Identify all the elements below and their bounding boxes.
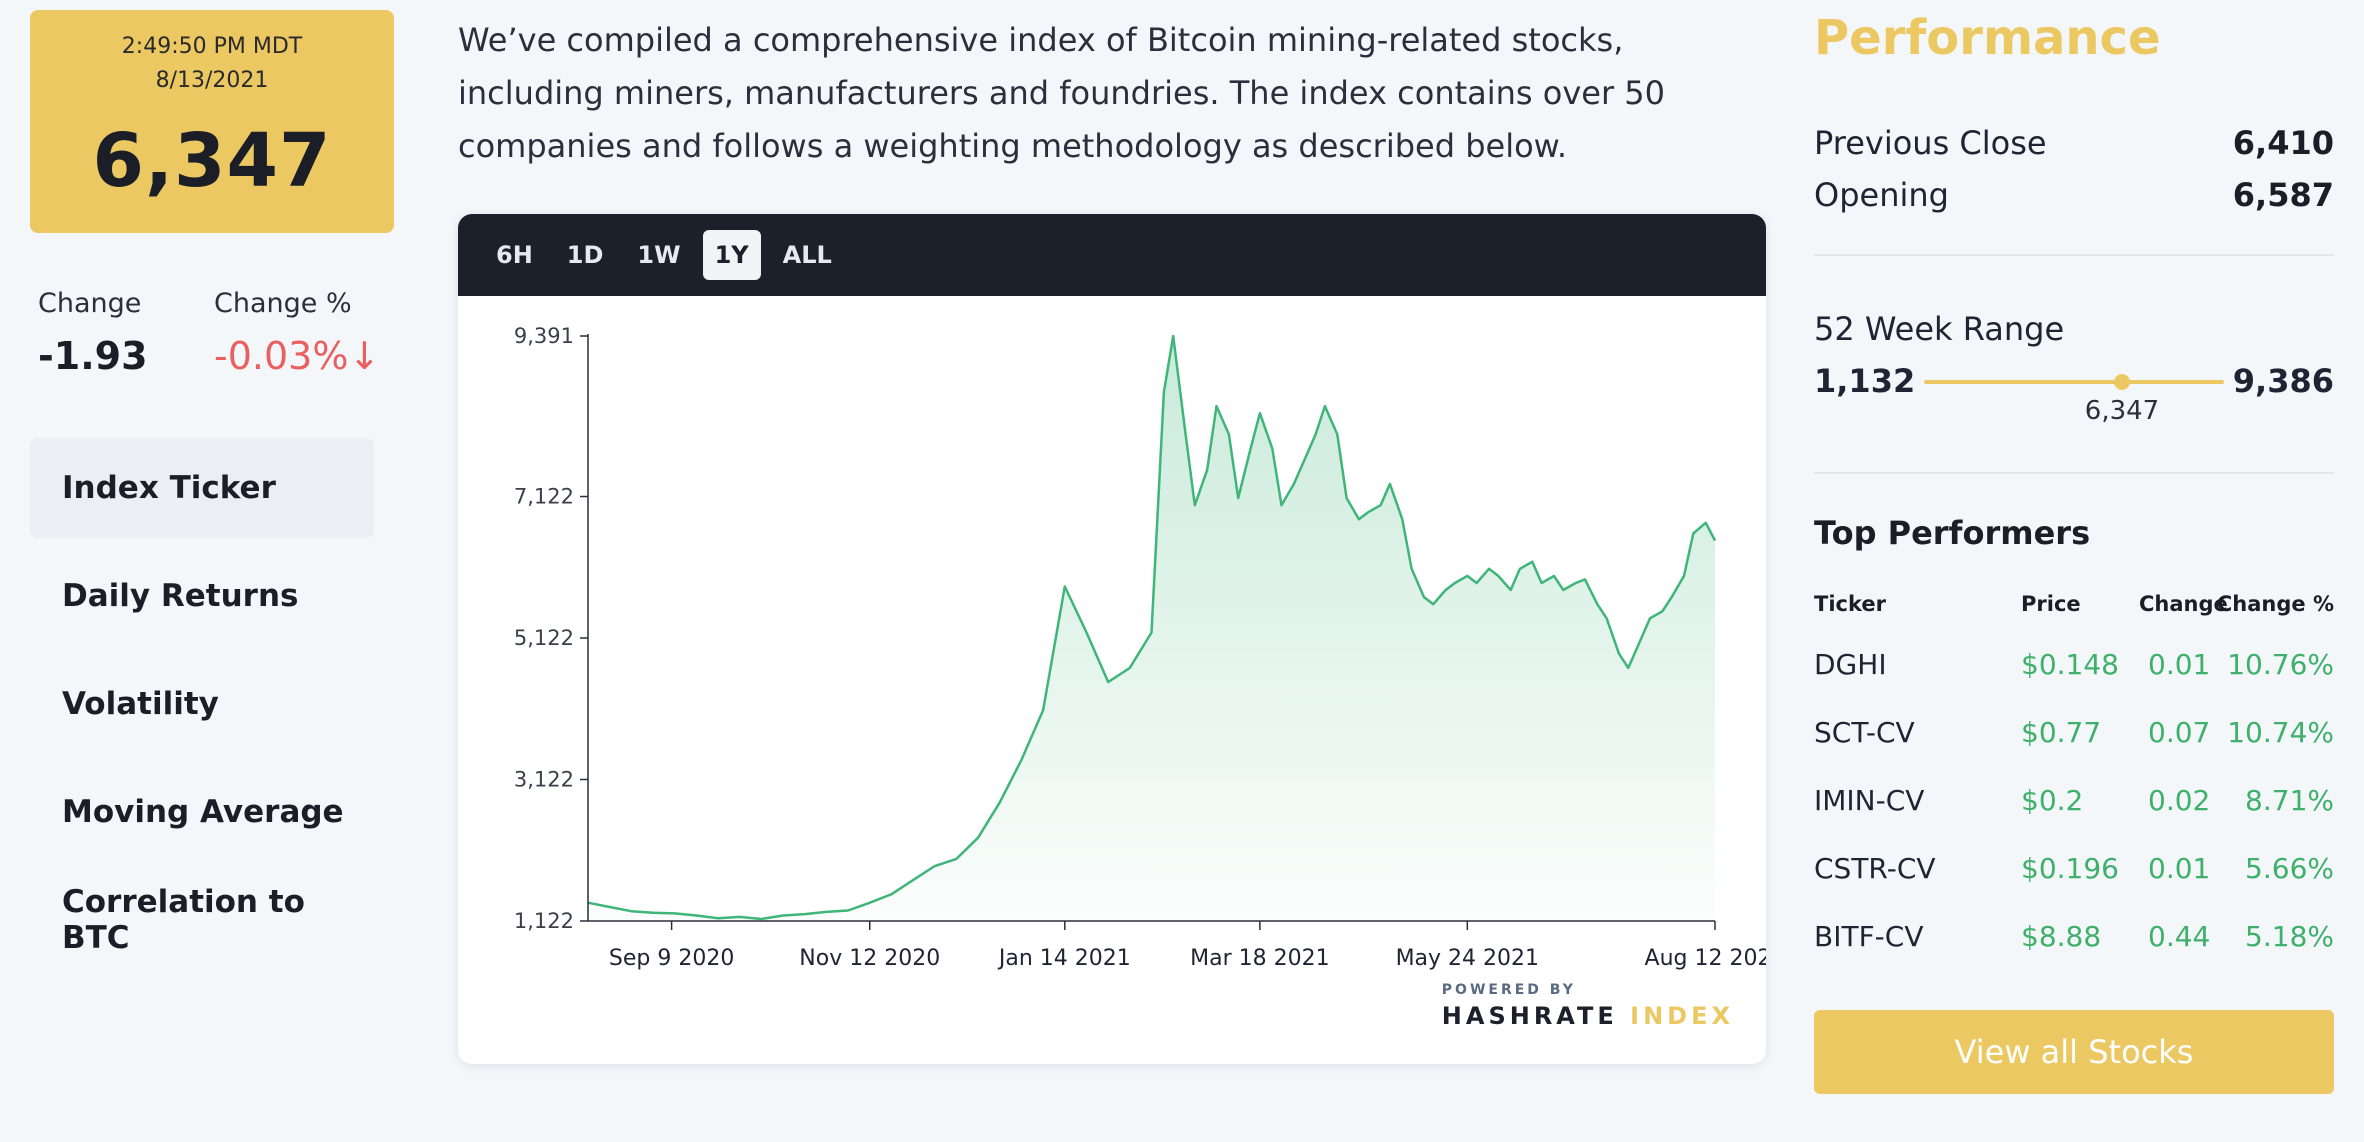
range-all-button[interactable]: ALL — [782, 241, 832, 269]
column-header-change: Change — [2139, 592, 2228, 616]
cell-change: 0.44 — [2148, 920, 2211, 953]
sidebar-item-volatility[interactable]: Volatility — [62, 686, 219, 722]
y-tick-label: 9,391 — [514, 324, 574, 348]
cell-change-percent: 10.76% — [2227, 648, 2334, 681]
cell-change: 0.01 — [2148, 852, 2211, 885]
previous-close-label: Previous Close — [1814, 124, 2047, 162]
column-header-price: Price — [2021, 592, 2081, 616]
index-value: 6,347 — [92, 118, 332, 204]
series-area — [588, 336, 1715, 921]
view-all-stocks-button[interactable]: View all Stocks — [1814, 1010, 2334, 1094]
week-range-high: 9,386 — [2232, 362, 2334, 400]
change-percent-text: -0.03% — [214, 334, 349, 378]
x-tick-label: May 24 2021 — [1396, 946, 1539, 971]
previous-close-value: 6,410 — [2232, 124, 2334, 162]
powered-by-logo: POWERED BY HASHRATE INDEX — [1442, 982, 1734, 1030]
change-label: Change — [38, 288, 142, 319]
performance-title: Performance — [1814, 10, 2161, 66]
brand-main: HASHRATE — [1441, 1002, 1618, 1030]
cell-price: $8.88 — [2021, 920, 2102, 953]
week-range-track — [1924, 380, 2224, 384]
cell-ticker[interactable]: CSTR-CV — [1814, 852, 1936, 885]
opening-value: 6,587 — [2232, 176, 2334, 214]
y-tick-label: 1,122 — [514, 909, 574, 933]
sidebar-item-index-ticker[interactable]: Index Ticker — [30, 438, 374, 538]
change-percent-label: Change % — [214, 288, 352, 319]
week-range-low: 1,132 — [1814, 362, 1916, 400]
week-range-label: 52 Week Range — [1814, 310, 2065, 348]
intro-paragraph: We’ve compiled a comprehensive index of … — [458, 21, 1666, 165]
column-header-change-percent: Change % — [2216, 592, 2334, 616]
cell-change-percent: 10.74% — [2227, 716, 2334, 749]
y-tick-label: 7,122 — [514, 485, 574, 509]
chart-range-toolbar: 6H 1D 1W 1Y ALL — [458, 214, 1766, 296]
cell-change: 0.01 — [2148, 648, 2211, 681]
x-tick-label: Nov 12 2020 — [799, 946, 940, 971]
cell-ticker[interactable]: BITF-CV — [1814, 920, 1924, 953]
divider — [1814, 472, 2334, 474]
cell-price: $0.77 — [2021, 716, 2102, 749]
range-1d-button[interactable]: 1D — [566, 241, 604, 269]
price-timestamp: 2:49:50 PM MDT — [121, 34, 303, 59]
x-tick-label: Jan 14 2021 — [997, 946, 1131, 971]
cell-change: 0.07 — [2148, 716, 2211, 749]
cell-price: $0.196 — [2021, 852, 2119, 885]
change-value: -1.93 — [38, 334, 148, 378]
series-line — [587, 334, 1717, 921]
brand-accent: INDEX — [1630, 1002, 1734, 1030]
top-performers-title: Top Performers — [1814, 514, 2091, 552]
x-tick-label: Mar 18 2021 — [1190, 946, 1329, 971]
cell-ticker[interactable]: SCT-CV — [1814, 716, 1915, 749]
week-range-current: 6,347 — [2084, 396, 2160, 426]
sidebar-item-moving-average[interactable]: Moving Average — [62, 794, 344, 830]
cell-change-percent: 5.18% — [2245, 920, 2334, 953]
week-range-marker — [2114, 374, 2130, 390]
hashrate-index-logo: HASHRATE INDEX — [1442, 1002, 1734, 1030]
divider — [1814, 254, 2334, 256]
x-tick-label: Aug 12 2021 — [1645, 946, 1766, 971]
change-percent-value: -0.03%↓ — [214, 334, 380, 378]
sidebar-item-daily-returns[interactable]: Daily Returns — [62, 578, 299, 614]
range-1y-button[interactable]: 1Y — [702, 230, 761, 280]
y-tick-label: 3,122 — [514, 768, 574, 792]
powered-by-text: POWERED BY — [1441, 982, 1576, 998]
cell-change: 0.02 — [2148, 784, 2211, 817]
price-date: 8/13/2021 — [155, 68, 269, 93]
cell-ticker[interactable]: IMIN-CV — [1814, 784, 1925, 817]
cell-ticker[interactable]: DGHI — [1814, 648, 1887, 681]
index-price-card: 2:49:50 PM MDT 8/13/2021 6,347 — [30, 10, 394, 233]
index-chart-card: 6H 1D 1W 1Y ALL 9,391 7,122 5,122 3,122 1,12… — [458, 214, 1766, 1064]
opening-label: Opening — [1814, 176, 1949, 214]
cell-change-percent: 5.66% — [2245, 852, 2334, 885]
y-tick-label: 5,122 — [514, 626, 574, 650]
index-area-chart: 9,391 7,122 5,122 3,122 1,122 Sep 9 2020 Nov 1… — [514, 324, 1766, 971]
arrow-down-icon: ↓ — [348, 334, 381, 378]
range-6h-button[interactable]: 6H — [496, 241, 533, 269]
cell-price: $0.2 — [2021, 784, 2084, 817]
sidebar-item-correlation-to-btc[interactable]: Correlation to BTC — [62, 884, 305, 956]
column-header-ticker: Ticker — [1814, 592, 1886, 616]
range-1w-button[interactable]: 1W — [637, 241, 681, 269]
cell-change-percent: 8.71% — [2245, 784, 2334, 817]
cell-price: $0.148 — [2021, 648, 2119, 681]
x-tick-label: Sep 9 2020 — [609, 946, 734, 971]
